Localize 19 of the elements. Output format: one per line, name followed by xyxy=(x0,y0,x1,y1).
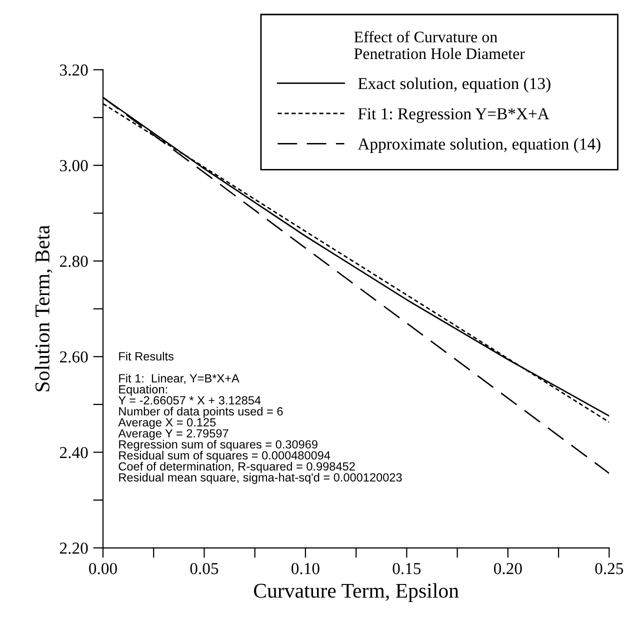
text: Fit Results Fit 1: Linear, Y=B*X+A Equation: Y = -2.66057 * X + 3.12854 Number of data points used = 6 Average X = 0.125 Average Y = 2.79597 Regression sum of squares = 0.30969 Residual sum of squares = 0.000480094 Coef of determination, R-squared = 0.998452 Residual mean square, sigma-hat-sq'd = 0.000120023 xyxy=(118,352,402,484)
y-tick-label: 2.60 xyxy=(60,351,88,363)
y-tick-label: 2.40 xyxy=(60,446,88,458)
legend-label: Fit 1: Regression Y=B*X+A xyxy=(358,108,550,123)
x-axis-title: Curvature Term, Epsilon xyxy=(254,583,459,602)
x-tick-label: 0.25 xyxy=(595,562,624,574)
y-tick-label: 3.00 xyxy=(60,160,88,172)
x-tick-label: 0.05 xyxy=(190,562,218,574)
y-tick-label: 2.20 xyxy=(60,542,88,554)
legend-title: Effect of Curvature on Penetration Hole Diameter xyxy=(354,31,525,60)
x-tick-label: 0.20 xyxy=(494,562,522,574)
y-axis-title: Solution Term, Beta xyxy=(34,225,52,392)
y-tick-label: 2.80 xyxy=(60,256,88,268)
x-tick-label: 0.15 xyxy=(392,562,421,574)
x-tick-label: 0.00 xyxy=(89,562,117,574)
y-tick-label: 3.20 xyxy=(60,64,88,76)
legend-label: Approximate solution, equation (14) xyxy=(358,138,600,154)
x-tick-label: 0.10 xyxy=(292,562,320,574)
legend-label: Exact solution, equation (13) xyxy=(358,77,550,93)
